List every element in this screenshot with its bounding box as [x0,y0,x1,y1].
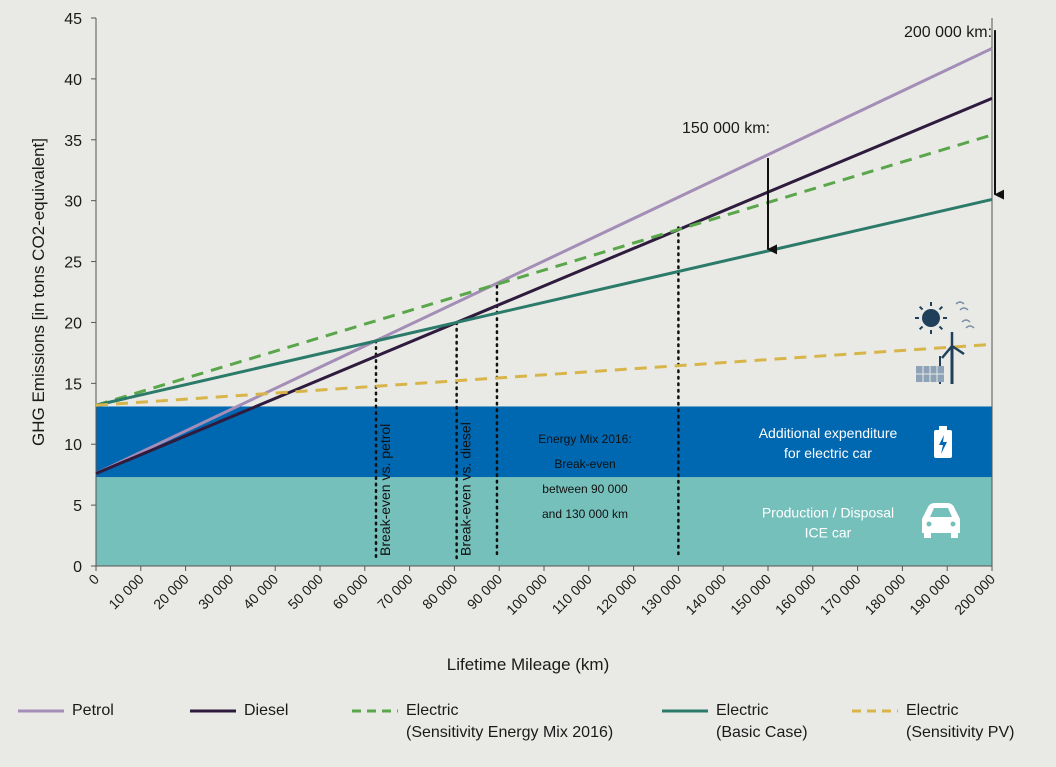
car-light-left [926,521,932,527]
series-line-diesel [95,96,993,475]
series-line-electric-sensitivity-pv- [95,342,993,407]
car-body [922,503,960,533]
legend-swatch-petrol [18,704,64,718]
y-tick-label: 20 [64,315,82,332]
legend-item-diesel: Diesel [190,700,288,722]
legend-item-electric-pv: Electric (Sensitivity PV) [852,700,1014,744]
energy-mix-note-line: Energy Mix 2016: [538,432,631,446]
legend-item-petrol: Petrol [18,700,114,722]
break-even-label-1: Break-even vs. diesel [458,422,474,556]
legend-label-sub: (Basic Case) [716,724,808,741]
x-tick-label: 180 000 [861,571,908,618]
y-tick-label: 10 [64,437,82,454]
sun-core [922,309,940,327]
x-tick-label: 170 000 [817,571,864,618]
energy-mix-note-line: between 90 000 [542,482,628,496]
x-tick-label: 60 000 [329,571,371,613]
y-tick-label: 40 [64,72,82,89]
band-label-0-0: Production / Disposal [762,505,894,521]
x-tick-label: 10 000 [105,571,147,613]
car-icon [922,503,960,538]
car-wheel-left [924,533,931,538]
legend-label: Diesel [244,702,289,719]
legend-swatch-electric-pv [852,704,898,718]
x-tick-label: 110 000 [549,571,596,618]
band-label-0-1: ICE car [805,525,852,541]
car-light-right [950,521,956,527]
legend-label: Electric [406,702,459,719]
energy-mix-note-line: and 130 000 km [542,507,628,521]
battery-cap [939,426,947,431]
y-tick-label: 0 [73,559,82,576]
band-0 [96,477,992,566]
x-tick-label: 40 000 [240,571,282,613]
legend-label: Electric [716,702,769,719]
x-tick-label: 150 000 [727,571,774,618]
legend-label-sub: (Sensitivity PV) [906,724,1015,741]
x-tick-label: 20 000 [150,571,192,613]
y-tick-label: 5 [73,498,82,515]
y-tick-label: 30 [64,194,82,211]
x-tick-label: 130 000 [637,571,684,618]
legend-label: Petrol [72,702,114,719]
y-tick-label: 15 [64,376,82,393]
break-even-label-0: Break-even vs. petrol [377,424,393,556]
series-line-electric-basic-case- [95,197,993,407]
x-tick-label: 120 000 [593,571,640,618]
band-label-1-0: Additional expenditure [759,425,898,441]
energy-mix-note-line: Break-even [554,457,615,471]
legend-label-sub: (Sensitivity Energy Mix 2016) [406,724,614,741]
arrow-label-150000: 150 000 km: [682,120,770,137]
y-tick-label: 25 [64,255,82,272]
x-tick-label: 30 000 [195,571,237,613]
car-window [930,508,952,517]
band-1 [96,406,992,478]
legend: Petrol Diesel Electric (Sensitivity Ener… [0,700,1056,760]
legend-swatch-diesel [190,704,236,718]
x-tick-label: 50 000 [285,571,327,613]
wind-swirl-2 [961,319,975,329]
x-tick-label: 100 000 [503,571,550,618]
sun-ray [918,325,924,331]
car-wheel-right [951,533,958,538]
legend-label: Electric [906,702,959,719]
sun-ray [918,305,924,311]
band-label-1-1: for electric car [784,445,872,461]
legend-item-electric-mix: Electric (Sensitivity Energy Mix 2016) [352,700,613,744]
turbine-blade [941,345,953,359]
y-tick-label: 35 [64,133,82,150]
x-tick-label: 90 000 [464,571,506,613]
battery-bolt [939,435,947,454]
x-tick-label: 0 [85,571,102,588]
turbine-blade [951,344,965,356]
sun-ray [938,305,944,311]
series-line-electric-sensitivity-energy-mix-2016- [95,133,993,407]
battery-charging-icon [934,426,952,458]
legend-swatch-electric-basic [662,704,708,718]
legend-item-electric-basic: Electric (Basic Case) [662,700,808,744]
chart: Production / Disposal ICE car Additional e… [29,11,1004,674]
x-tick-label: 80 000 [419,571,461,613]
y-axis-label: GHG Emissions [in tons CO2-equivalent] [29,138,48,446]
arrow-label-200000: 200 000 km: [904,24,992,41]
y-tick-label: 45 [64,11,82,28]
x-tick-label: 200 000 [951,571,998,618]
wind-swirl [955,301,969,311]
x-axis-label: Lifetime Mileage (km) [447,655,610,674]
x-tick-label: 70 000 [374,571,416,613]
sun-ray [938,325,944,331]
legend-swatch-electric-mix [352,704,398,718]
x-tick-label: 140 000 [682,571,729,618]
series-line-petrol [95,47,993,475]
x-tick-label: 160 000 [772,571,819,618]
x-tick-label: 190 000 [906,571,953,618]
solar-wind-icon [915,301,975,384]
